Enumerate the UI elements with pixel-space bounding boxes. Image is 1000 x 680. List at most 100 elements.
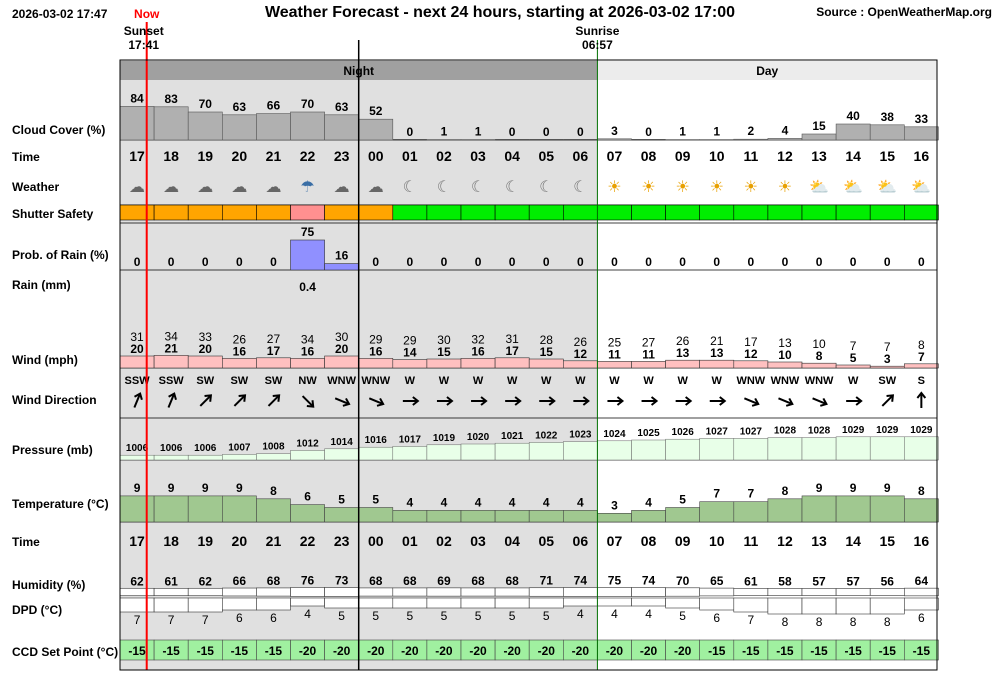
humidity-value: 57	[812, 575, 826, 589]
wind-arrow-head	[751, 397, 760, 407]
temperature-bar	[358, 507, 394, 523]
pressure-bar	[494, 442, 530, 461]
pressure-bar	[699, 438, 735, 461]
dpd-box	[324, 597, 360, 609]
dpd-box	[119, 597, 155, 613]
humidity-value: 74	[574, 574, 588, 588]
humidity-value: 74	[642, 574, 656, 588]
sun-cloud-icon: ⛅	[911, 179, 931, 196]
ccd-value: -20	[640, 644, 658, 658]
humidity-box	[835, 588, 871, 596]
wind-gust-value: 33	[199, 330, 213, 344]
humidity-box	[119, 587, 155, 597]
pressure-value: 1006	[126, 443, 149, 454]
cloud-value: 70	[301, 97, 315, 111]
shutter-cell	[665, 204, 700, 221]
temperature-bar	[528, 510, 564, 523]
pressure-bar	[324, 448, 359, 461]
humidity-box	[767, 588, 803, 596]
cloud-bar	[119, 106, 155, 141]
wind-bar	[631, 361, 666, 369]
ccd-value: -15	[128, 644, 146, 658]
pressure-bar	[256, 453, 291, 461]
wind-speed-value: 20	[335, 342, 349, 356]
pressure-value: 1008	[262, 442, 285, 453]
sunrise-time: 06:57	[582, 38, 613, 52]
wind-arrow-icon	[167, 392, 177, 408]
temperature-bar	[324, 507, 360, 523]
cloud-bar	[835, 123, 871, 141]
humidity-box	[631, 587, 666, 597]
humidity-value: 62	[199, 574, 213, 588]
humidity-box	[562, 587, 598, 597]
pressure-bar	[801, 437, 837, 461]
sun-icon: ☀	[710, 179, 724, 196]
wind-direction-label: WNW	[361, 375, 390, 387]
rain-prob-value: 0	[884, 255, 891, 269]
wind-gust-value: 30	[335, 330, 349, 344]
rain-prob-value: 0	[918, 255, 925, 269]
day-period-bar	[597, 61, 937, 80]
row-label-shutter: Shutter Safety	[12, 207, 94, 221]
wind-bar	[597, 361, 632, 369]
temperature-bar	[290, 504, 325, 523]
cloud-value: 52	[369, 104, 383, 118]
wind-direction-label: W	[643, 375, 654, 387]
pressure-value: 1017	[399, 434, 422, 445]
temperature-bar	[733, 501, 769, 523]
wind-speed-value: 16	[233, 344, 247, 358]
pressure-value: 1029	[910, 425, 933, 436]
wind-arrow-head	[616, 396, 625, 406]
humidity-value: 68	[267, 574, 281, 588]
cloud-value: 63	[335, 100, 349, 114]
wind-direction-label: W	[677, 375, 688, 387]
temperature-value: 4	[645, 495, 652, 509]
pressure-bar	[460, 443, 496, 461]
pressure-value: 1028	[808, 426, 831, 437]
rain-prob-value: 0	[509, 255, 516, 269]
wind-gust-value: 28	[540, 333, 554, 347]
ccd-cell	[903, 639, 939, 661]
pressure-bar	[358, 446, 394, 461]
humidity-box	[358, 587, 394, 597]
hour-label-bottom: 21	[266, 533, 282, 549]
dpd-value: 7	[168, 613, 175, 627]
temperature-value: 6	[304, 490, 311, 504]
row-label-pressure: Pressure (mb)	[12, 443, 93, 457]
night-rain-icon: ☂	[300, 179, 314, 196]
hour-label: 00	[368, 148, 384, 164]
hour-label-bottom: 16	[914, 533, 930, 549]
pressure-value: 1023	[569, 430, 592, 441]
hour-label: 04	[504, 148, 520, 164]
humidity-value: 68	[471, 574, 485, 588]
wind-arrow-head	[855, 396, 863, 406]
wind-direction-label: SW	[265, 375, 283, 387]
temperature-bar	[665, 507, 700, 523]
dpd-box	[426, 597, 462, 609]
ccd-value: -15	[265, 644, 283, 658]
sun-icon: ☀	[675, 179, 689, 196]
pressure-bar	[426, 444, 462, 461]
temperature-bar	[631, 510, 666, 523]
cloud-bar	[903, 126, 939, 141]
wind-arrow-head	[306, 400, 315, 408]
wind-speed-value: 17	[267, 344, 281, 358]
wind-arrow-head	[168, 392, 177, 401]
humidity-box	[597, 587, 632, 597]
shutter-cell	[426, 204, 462, 221]
temperature-bar	[426, 510, 462, 523]
cloud-value: 0	[407, 125, 414, 139]
hour-label: 22	[300, 148, 316, 164]
hour-label: 21	[266, 148, 282, 164]
hour-label-bottom: 14	[845, 533, 861, 549]
cloud-value: 70	[199, 97, 213, 111]
rain-prob-value: 0	[816, 255, 823, 269]
dpd-value: 5	[509, 609, 516, 623]
temperature-value: 9	[884, 481, 891, 495]
pressure-value: 1019	[433, 433, 456, 444]
temperature-value: 8	[918, 484, 925, 498]
shutter-cell	[119, 204, 155, 221]
moon-icon: ☾	[471, 179, 485, 196]
wind-arrow-shaft	[778, 397, 792, 405]
temperature-bar	[835, 495, 871, 523]
